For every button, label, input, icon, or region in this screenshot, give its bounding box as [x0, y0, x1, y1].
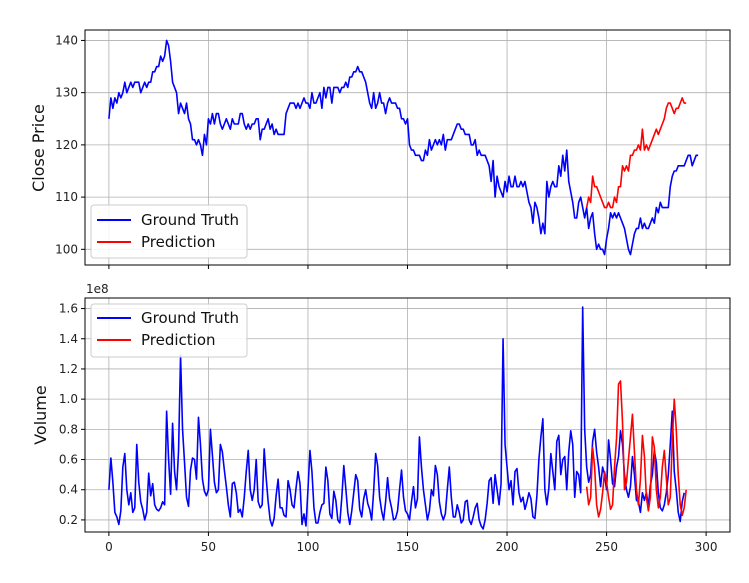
volume-x-tick-label: 200: [496, 540, 519, 554]
volume-legend-label-ground-truth: Ground Truth: [141, 309, 239, 327]
volume-x-tick-label: 300: [695, 540, 718, 554]
price-ticks: 100 110 120 130 140: [55, 33, 707, 269]
volume-x-tick-label: 0: [105, 540, 113, 554]
price-y-tick-label: 110: [55, 190, 78, 204]
volume-y-axis-label: Volume: [31, 385, 50, 445]
price-y-tick-label: 120: [55, 138, 78, 152]
price-lines: [108, 39, 699, 256]
volume-legend-label-prediction: Prediction: [141, 331, 216, 349]
price-series-prediction: [585, 97, 687, 209]
volume-lines: [108, 306, 687, 530]
volume-series-ground-truth: [108, 306, 685, 530]
price-y-tick-label: 100: [55, 242, 78, 256]
volume-x-tick-label: 100: [297, 540, 320, 554]
price-y-tick-label: 130: [55, 86, 78, 100]
volume-y-tick-label: 0.2: [59, 513, 78, 527]
volume-x-tick-label: 50: [201, 540, 216, 554]
price-legend-label-prediction: Prediction: [141, 233, 216, 251]
volume-x-tick-label: 250: [595, 540, 618, 554]
volume-x-tick-label: 150: [396, 540, 419, 554]
price-series-ground-truth: [108, 39, 699, 256]
volume-legend: Ground Truth Prediction: [90, 303, 248, 358]
price-y-axis-label: Close Price: [29, 104, 48, 192]
volume-series-prediction: [585, 380, 687, 518]
price-grid: [85, 30, 730, 265]
price-legend-box: [90, 204, 248, 259]
volume-y-tick-label: 1.6: [59, 302, 78, 316]
volume-y-tick-label: 1.4: [59, 332, 78, 346]
price-panel: 100 110 120 130 140 Close Price Ground Truth…: [29, 29, 731, 269]
volume-y-tick-label: 1.0: [59, 392, 78, 406]
volume-y-tick-label: 0.6: [59, 453, 78, 467]
price-legend: Ground Truth Prediction: [90, 204, 248, 259]
volume-ticks: 0 50 100 150 200 250 300 0.2 0.4 0.6 0.8 1.0 1.2 1.4 1…: [59, 302, 718, 554]
volume-y-tick-label: 0.8: [59, 422, 78, 436]
price-y-tick-label: 140: [55, 33, 78, 47]
volume-offset-text: 1e8: [86, 282, 109, 296]
volume-y-tick-label: 0.4: [59, 483, 78, 497]
volume-panel: 0 50 100 150 200 250 300 0.2 0.4 0.6 0.8 1.0 1.2 1.4 1…: [31, 282, 731, 554]
price-legend-label-ground-truth: Ground Truth: [141, 211, 239, 229]
volume-y-tick-label: 1.2: [59, 362, 78, 376]
